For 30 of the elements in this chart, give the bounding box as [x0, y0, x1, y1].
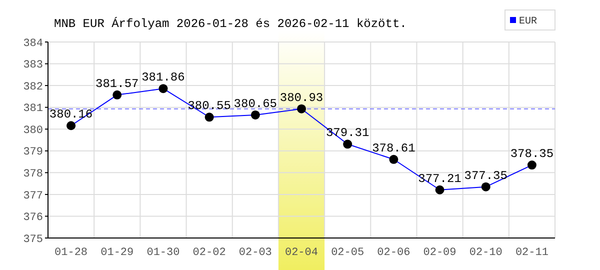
- y-tick-label: 384: [23, 38, 44, 50]
- data-label: 381.86: [142, 70, 185, 85]
- x-tick-label: 01-30: [146, 247, 180, 259]
- x-tick-label: 02-02: [192, 247, 226, 259]
- x-tick-label: 02-06: [377, 247, 410, 259]
- y-tick-label: 379: [23, 146, 43, 159]
- chart-title: MNB EUR Árfolyam 2026-01-28 és 2026-02-11 között.: [54, 17, 407, 31]
- x-tick-label: 02-11: [515, 247, 549, 259]
- x-tick-label: 01-28: [54, 247, 88, 259]
- x-tick-label: 02-03: [238, 247, 272, 259]
- y-tick-label: 382: [23, 81, 43, 94]
- data-label: 377.35: [464, 168, 508, 183]
- y-tick-label: 383: [23, 60, 43, 72]
- y-tick-label: 380: [23, 124, 43, 137]
- x-tick-label: 02-09: [423, 247, 456, 259]
- data-label: 380.65: [234, 96, 278, 111]
- data-label: 378.35: [510, 147, 554, 162]
- data-label: 381.57: [96, 76, 139, 91]
- y-tick-label: 376: [23, 212, 43, 224]
- data-label: 380.93: [280, 90, 324, 105]
- y-tick-label: 375: [23, 234, 43, 246]
- y-tick-label: 378: [23, 168, 43, 181]
- data-label: 378.61: [372, 141, 416, 156]
- legend-label: EUR: [519, 16, 538, 28]
- x-tick-label: 02-05: [331, 247, 364, 259]
- x-tick-label: 01-29: [100, 247, 134, 259]
- x-tick-label: 02-04: [284, 247, 318, 259]
- x-tick-label: 02-10: [469, 247, 502, 259]
- y-tick-label: 381: [23, 103, 44, 116]
- y-tick-label: 377: [23, 190, 43, 202]
